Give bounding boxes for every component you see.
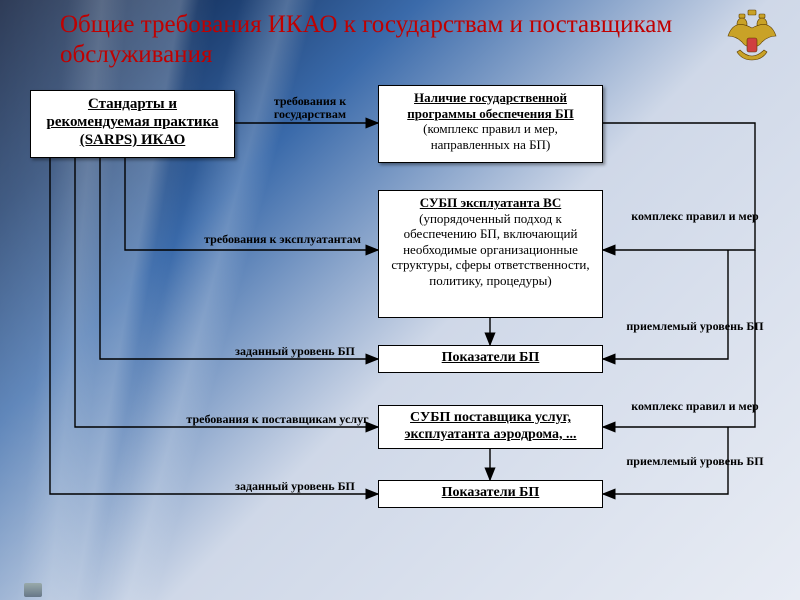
node-headline: Показатели БП bbox=[385, 350, 596, 367]
edge-label-e9: приемлемый уровень БП bbox=[620, 455, 770, 468]
node-sarps: Стандарты и рекомендуемая практика (SARP… bbox=[30, 90, 235, 158]
edge-label-e8: комплекс правил и мер bbox=[620, 400, 770, 413]
footer-decoration bbox=[24, 583, 42, 597]
node-ind2: Показатели БП bbox=[378, 480, 603, 508]
edge-e7 bbox=[603, 250, 728, 359]
node-subp_vs: СУБП эксплуатанта ВС(упорядоченный подхо… bbox=[378, 190, 603, 318]
node-headline: СУБП поставщика услуг, эксплуатанта аэро… bbox=[385, 410, 596, 444]
edge-e5 bbox=[50, 158, 378, 494]
node-subtext: (упорядоченный подход к обеспечению БП, … bbox=[385, 211, 596, 289]
node-headline: Стандарты и рекомендуемая практика (SARP… bbox=[37, 95, 228, 149]
edge-label-e4: требования к поставщикам услуг bbox=[180, 413, 375, 426]
edge-label-e1: требования к государствам bbox=[255, 95, 365, 121]
edge-label-e3: заданный уровень БП bbox=[220, 345, 370, 358]
node-ind1: Показатели БП bbox=[378, 345, 603, 373]
edge-e4 bbox=[75, 158, 378, 427]
emblem-icon bbox=[722, 8, 782, 68]
node-headline: Наличие государственной программы обеспе… bbox=[385, 90, 596, 121]
node-subp_prov: СУБП поставщика услуг, эксплуатанта аэро… bbox=[378, 405, 603, 449]
edge-label-e7: приемлемый уровень БП bbox=[620, 320, 770, 333]
node-headline: СУБП эксплуатанта ВС bbox=[385, 195, 596, 211]
edge-e3 bbox=[100, 158, 378, 359]
node-gov_prog: Наличие государственной программы обеспе… bbox=[378, 85, 603, 163]
flowchart: Стандарты и рекомендуемая практика (SARP… bbox=[20, 85, 780, 585]
slide-title: Общие требования ИКАО к государствам и п… bbox=[60, 10, 690, 70]
edge-label-e2: требования к эксплуатантам bbox=[195, 233, 370, 246]
edge-e6 bbox=[603, 123, 755, 250]
edge-label-e6: комплекс правил и мер bbox=[620, 210, 770, 223]
node-subtext: (комплекс правил и мер, направленных на … bbox=[385, 121, 596, 152]
edge-label-e5: заданный уровень БП bbox=[220, 480, 370, 493]
node-headline: Показатели БП bbox=[385, 485, 596, 502]
